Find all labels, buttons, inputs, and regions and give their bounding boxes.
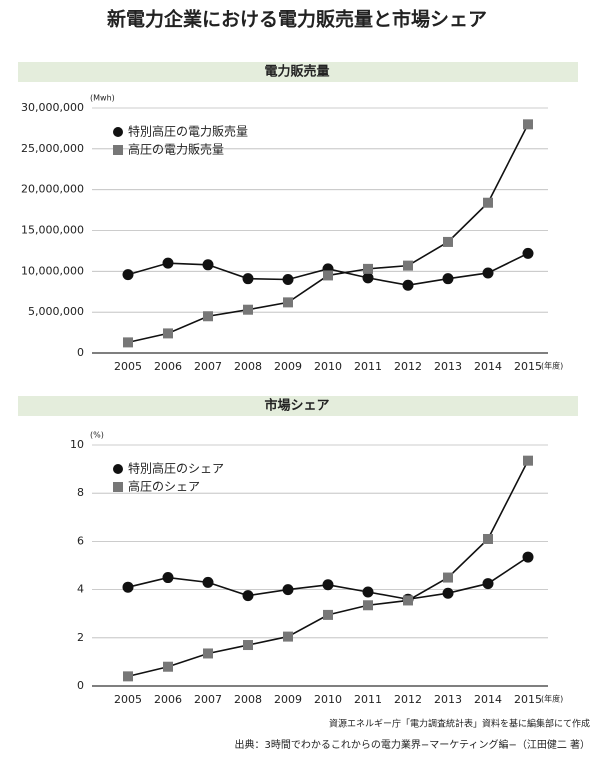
y-tick-label: 6	[77, 534, 84, 547]
y-unit: (Mwh)	[90, 94, 115, 103]
point	[402, 279, 414, 291]
x-tick-label: 2012	[394, 360, 422, 373]
x-unit: (年度)	[541, 694, 563, 704]
point	[203, 648, 213, 659]
x-tick-label: 2015	[514, 693, 542, 706]
section-title: 電力販売量	[264, 64, 329, 80]
point	[163, 661, 173, 672]
point	[323, 270, 333, 281]
y-tick-label: 0	[77, 346, 84, 359]
point	[123, 671, 133, 682]
note: 資源エネルギー庁「電力調査統計表」資料を基に編集部にて作成	[329, 718, 590, 730]
legend-label: 特別高圧のシェア	[128, 461, 224, 476]
point	[162, 257, 174, 269]
point	[283, 297, 293, 308]
x-tick-label: 2015	[514, 360, 542, 373]
point	[442, 587, 454, 599]
point	[403, 595, 413, 606]
section-title: 市場シェア	[264, 398, 329, 414]
legend-label: 高圧のシェア	[128, 479, 200, 494]
y-tick-label: 8	[77, 486, 84, 499]
point	[443, 236, 453, 247]
x-tick-label: 2005	[114, 360, 142, 373]
y-tick-label: 30,000,000	[21, 101, 84, 114]
point	[522, 551, 534, 563]
point	[123, 337, 133, 348]
x-tick-label: 2009	[274, 693, 302, 706]
x-tick-label: 2008	[234, 360, 262, 373]
y-tick-label: 20,000,000	[21, 183, 84, 196]
legend-marker	[113, 464, 123, 474]
page-title: 新電力企業における電力販売量と市場シェア	[107, 8, 487, 31]
point	[483, 197, 493, 208]
point	[323, 609, 333, 620]
point	[523, 119, 533, 130]
point	[403, 260, 413, 271]
x-tick-label: 2012	[394, 693, 422, 706]
y-tick-label: 5,000,000	[28, 305, 84, 318]
legend-marker	[113, 127, 123, 137]
y-tick-label: 4	[77, 583, 84, 596]
y-unit: (%)	[90, 431, 104, 440]
point	[362, 272, 374, 284]
point	[202, 576, 214, 588]
point	[283, 631, 293, 642]
y-tick-label: 25,000,000	[21, 142, 84, 155]
point	[482, 267, 494, 279]
point	[322, 579, 334, 591]
series-line	[127, 123, 529, 344]
point	[282, 584, 294, 596]
legend-marker	[113, 482, 123, 492]
x-tick-label: 2013	[434, 693, 462, 706]
x-tick-label: 2013	[434, 360, 462, 373]
x-tick-label: 2006	[154, 693, 182, 706]
x-tick-label: 2010	[314, 360, 342, 373]
x-tick-label: 2010	[314, 693, 342, 706]
point	[523, 455, 533, 466]
section-band	[18, 396, 578, 416]
x-tick-label: 2009	[274, 360, 302, 373]
point	[442, 273, 454, 285]
point	[282, 274, 294, 285]
x-tick-label: 2005	[114, 693, 142, 706]
x-tick-label: 2006	[154, 360, 182, 373]
note: 出典：3時間でわかるこれからの電力業界−マーケティング編−（江田健二 著）	[235, 738, 591, 751]
point	[363, 263, 373, 274]
x-tick-label: 2008	[234, 693, 262, 706]
point	[443, 572, 453, 583]
legend-marker	[113, 145, 123, 155]
point	[482, 578, 494, 590]
x-tick-label: 2014	[474, 693, 502, 706]
point	[122, 581, 134, 593]
y-tick-label: 2	[77, 631, 84, 644]
point	[203, 311, 213, 322]
x-tick-label: 2011	[354, 693, 382, 706]
legend-label: 高圧の電力販売量	[128, 142, 224, 157]
point	[122, 269, 134, 281]
x-tick-label: 2011	[354, 360, 382, 373]
point	[163, 328, 173, 339]
point	[242, 273, 254, 285]
point	[483, 533, 493, 544]
section-band	[18, 62, 578, 82]
point	[202, 259, 214, 271]
legend-label: 特別高圧の電力販売量	[128, 124, 248, 139]
point	[362, 586, 374, 598]
point	[243, 304, 253, 315]
y-tick-label: 0	[77, 679, 84, 692]
point	[242, 590, 254, 602]
y-tick-label: 10,000,000	[21, 264, 84, 277]
point	[363, 600, 373, 611]
x-tick-label: 2007	[194, 693, 222, 706]
series-line	[127, 556, 529, 601]
point	[162, 572, 174, 584]
point	[522, 247, 534, 259]
x-tick-label: 2007	[194, 360, 222, 373]
point	[243, 640, 253, 651]
y-tick-label: 15,000,000	[21, 224, 84, 237]
x-tick-label: 2014	[474, 360, 502, 373]
x-unit: (年度)	[541, 361, 563, 371]
y-tick-label: 10	[70, 438, 84, 451]
